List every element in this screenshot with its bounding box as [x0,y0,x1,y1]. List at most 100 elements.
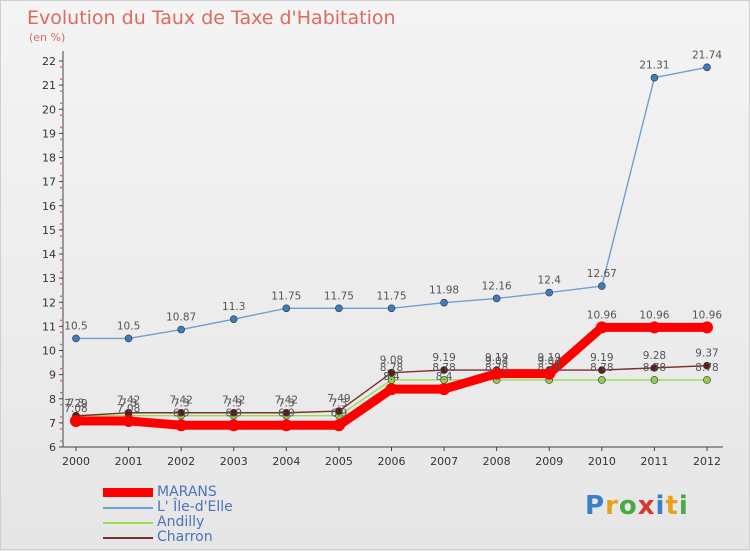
y-minor-dot [60,186,62,189]
y-minor-dot [60,247,62,249]
logo-letter: r [605,491,619,521]
data-point [492,294,501,303]
y-minor-dot [60,210,62,213]
chart-subtitle: (en %) [29,31,66,44]
y-minor-dot [60,295,62,298]
data-label: 10.96 [639,309,669,321]
y-minor-dot [60,126,62,129]
legend-swatch-marans [103,488,153,497]
x-tick-label: 2006 [378,455,406,468]
data-label: 9.19 [432,352,455,364]
y-minor-dot [60,174,62,177]
data-label: 9.08 [380,355,403,367]
x-tick-label: 2004 [272,455,300,468]
data-point [177,408,185,417]
data-point [124,334,133,343]
data-point [335,407,343,415]
data-label: 7.49 [327,393,350,405]
data-point [387,368,396,377]
data-label: 9.04 [538,356,562,368]
data-label: 7.3 [173,398,190,410]
data-label: 9.19 [538,352,561,364]
data-label: 9.19 [590,352,613,364]
x-tick-label: 2005 [325,455,353,468]
data-point [598,282,606,290]
y-tick-label: 17 [42,176,56,189]
data-label: 8.78 [380,362,403,374]
y-tick-label: 10 [42,345,56,358]
x-tick-label: 2000 [62,455,90,468]
data-label: 8.78 [643,362,666,374]
data-point [280,419,293,432]
legend-item-marans: MARANS [103,485,233,500]
legend-item-charron: Charron [103,530,233,545]
logo-letter: x [637,491,656,521]
data-label: 7.42 [275,395,298,407]
legend-label-charron: Charron [157,529,213,545]
data-point [227,419,240,432]
data-label: 10.96 [587,309,617,321]
y-minor-dot [60,102,62,105]
legend-label-ile-delle: L' Île-d'Elle [157,499,233,515]
y-tick-label: 6 [49,441,56,454]
y-minor-dot [60,403,62,406]
chart-title: Evolution du Taux de Taxe d'Habitation [27,7,396,29]
data-label: 7.3 [68,398,85,410]
data-point [598,376,606,384]
data-point [70,414,82,427]
data-label: 8.78 [590,362,613,374]
data-label: 10.5 [117,320,140,332]
y-minor-dot [60,355,62,358]
legend-item-andilly: Andilly [103,515,233,530]
data-label: 11.75 [271,290,301,302]
x-tick-label: 2012 [693,455,721,468]
legend-label-marans: MARANS [157,484,217,500]
logo-letter: t [665,491,679,521]
logo-letter: i [678,491,689,521]
data-point [122,414,135,427]
data-point [440,366,448,374]
y-minor-dot [60,198,62,201]
y-minor-dot [60,331,62,334]
data-label: 6.9 [173,407,190,419]
y-minor-dot [60,415,62,418]
y-minor-dot [60,90,62,93]
legend-label-andilly: Andilly [157,514,205,530]
data-point [703,361,711,370]
data-label: 21.74 [692,49,722,61]
data-point [595,321,608,334]
y-tick-label: 15 [42,224,56,237]
data-label: 12.4 [538,275,562,287]
data-label: 7.29 [64,398,87,410]
data-label: 9.19 [485,352,508,364]
y-minor-dot [60,66,62,68]
logo-letter: i [655,491,666,521]
y-minor-dot [60,283,62,286]
data-label: 7.3 [120,398,137,410]
x-tick-label: 2001 [115,455,143,468]
data-point [438,383,451,396]
data-label: 7.3 [331,398,348,410]
y-minor-dot [60,78,62,80]
y-tick-label: 16 [42,200,56,213]
y-minor-dot [60,319,62,322]
y-tick-label: 8 [49,393,56,406]
data-label: 10.96 [692,309,722,321]
data-label: 7.3 [225,398,242,410]
data-label: 21.31 [639,60,669,72]
data-point [229,315,238,323]
data-point [650,73,659,82]
logo-letter: o [618,491,638,521]
y-minor-dot [60,162,62,165]
y-tick-label: 18 [42,152,56,165]
y-minor-dot [60,428,62,430]
data-label: 8.4 [436,371,453,383]
legend-item-ile-delle: L' Île-d'Elle [103,500,233,515]
y-minor-dot [60,379,62,382]
data-point [650,376,659,384]
data-label: 12.67 [587,268,617,280]
data-label: 9.37 [695,348,718,360]
data-point [598,366,606,374]
